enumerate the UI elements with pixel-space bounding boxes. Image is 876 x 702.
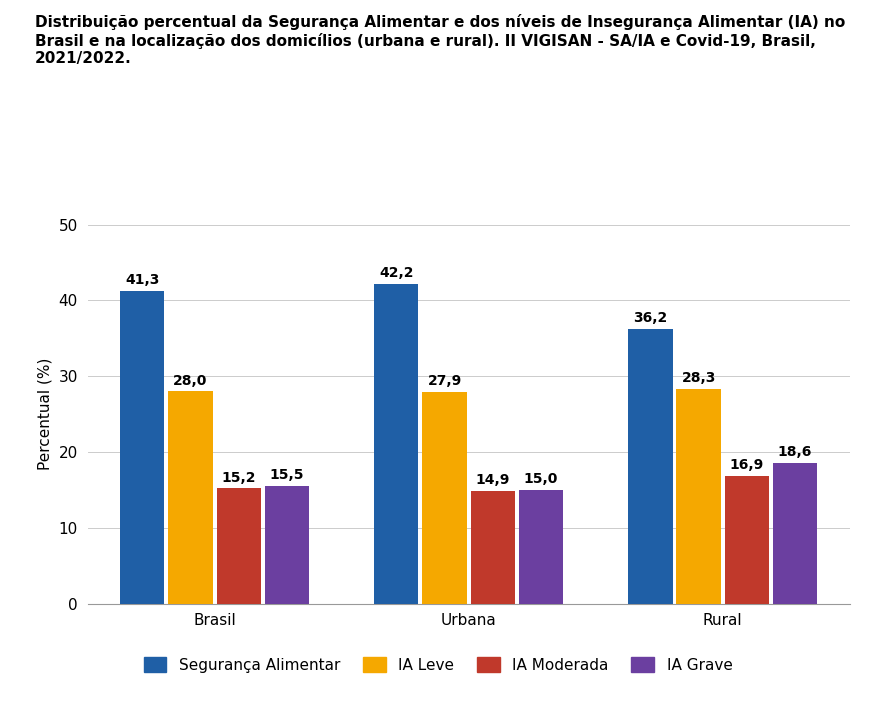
Y-axis label: Percentual (%): Percentual (%) — [38, 358, 53, 470]
Bar — [168, 392, 213, 604]
Bar — [676, 389, 721, 604]
Text: 15,5: 15,5 — [270, 468, 304, 482]
Text: 18,6: 18,6 — [778, 445, 812, 459]
Bar — [773, 463, 817, 604]
Text: 41,3: 41,3 — [125, 273, 159, 287]
Bar — [216, 489, 261, 604]
Text: 16,9: 16,9 — [730, 458, 764, 472]
Text: 14,9: 14,9 — [476, 473, 510, 487]
Text: 15,2: 15,2 — [222, 470, 256, 484]
Legend: Segurança Alimentar, IA Leve, IA Moderada, IA Grave: Segurança Alimentar, IA Leve, IA Moderad… — [136, 649, 740, 680]
Bar — [265, 486, 309, 604]
Bar — [724, 475, 769, 604]
Text: 28,3: 28,3 — [682, 371, 716, 385]
Bar — [470, 491, 515, 604]
Bar — [519, 490, 563, 604]
Text: 27,9: 27,9 — [427, 374, 462, 388]
Bar — [120, 291, 165, 604]
Text: 36,2: 36,2 — [633, 312, 668, 326]
Text: Distribuição percentual da Segurança Alimentar e dos níveis de Insegurança Alime: Distribuição percentual da Segurança Ali… — [35, 14, 845, 66]
Bar — [374, 284, 419, 604]
Text: 28,0: 28,0 — [173, 373, 208, 388]
Bar — [628, 329, 673, 604]
Text: 15,0: 15,0 — [524, 472, 558, 486]
Bar — [422, 392, 467, 604]
Text: 42,2: 42,2 — [379, 266, 413, 280]
